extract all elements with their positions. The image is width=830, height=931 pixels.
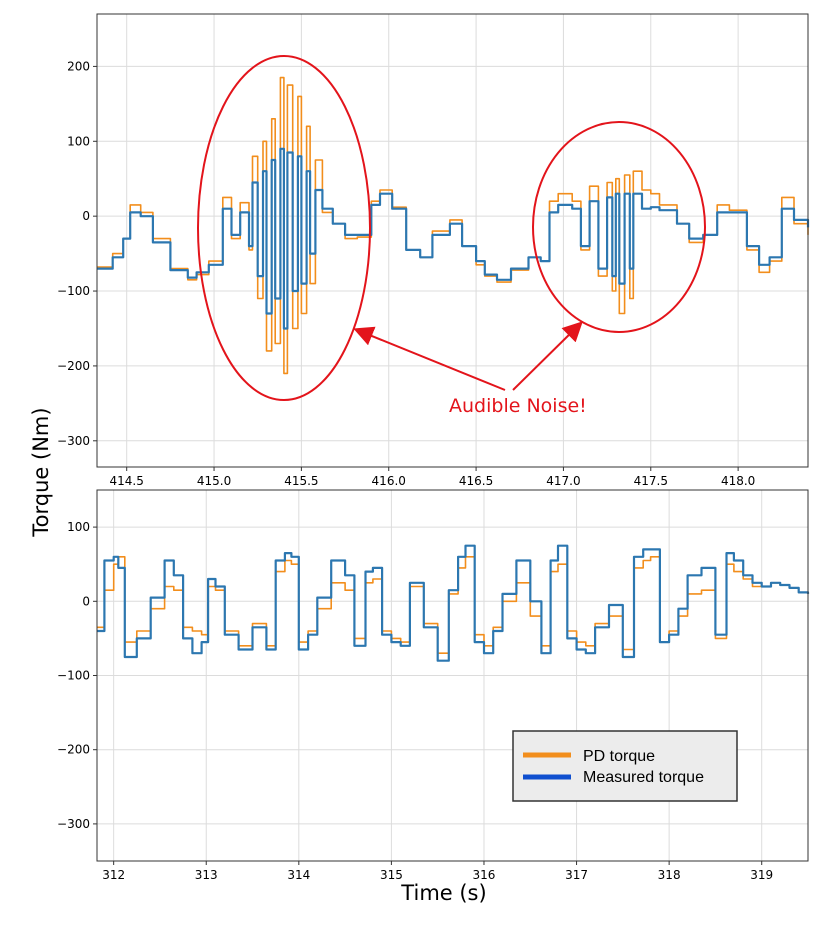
top-xtick-label: 417.5 (634, 474, 668, 488)
top-ytick-label: −200 (57, 359, 90, 373)
top-gridlines (97, 14, 808, 467)
bottom-xtick-label: 314 (287, 868, 310, 882)
top-xtick-label: 414.5 (110, 474, 144, 488)
top-xtick-label: 415.0 (197, 474, 231, 488)
x-axis-title: Time (s) (400, 881, 486, 905)
top-plot-frame (96, 13, 809, 468)
top-ytick-label: −300 (57, 434, 90, 448)
top-ytick-label: 0 (82, 209, 90, 223)
legend-box (512, 730, 738, 802)
legend: PD torque Measured torque (512, 730, 738, 802)
bottom-series-lines (97, 544, 810, 662)
top-ytick-label: 200 (67, 59, 90, 73)
top-xtick-label: 417.0 (546, 474, 580, 488)
annotation-group: Audible Noise! (197, 55, 706, 417)
bottom-xtick-label: 317 (565, 868, 588, 882)
top-series-pd-torque (97, 76, 809, 375)
bottom-y-tick-labels: 100 0 −100 −200 −300 (57, 520, 97, 831)
annotation-ellipse-left (197, 55, 371, 401)
bottom-ytick-label: 100 (67, 520, 90, 534)
bottom-ytick-label: −200 (57, 743, 90, 757)
bottom-xtick-label: 312 (102, 868, 125, 882)
bottom-xtick-label: 315 (380, 868, 403, 882)
y-axis-title: Torque (Nm) (29, 407, 53, 537)
bottom-ytick-label: −300 (57, 817, 90, 831)
top-series-measured-torque (97, 147, 810, 330)
annotation-text: Audible Noise! (449, 395, 587, 417)
top-ytick-label: −100 (57, 284, 90, 298)
top-xtick-label: 416.5 (459, 474, 493, 488)
bottom-ytick-label: 0 (82, 594, 90, 608)
legend-label-measured: Measured torque (583, 769, 704, 786)
top-x-tick-labels: 414.5 415.0 415.5 416.0 416.5 417.0 417.5 418.0 (110, 467, 755, 488)
bottom-xtick-label: 319 (750, 868, 773, 882)
top-xtick-label: 418.0 (721, 474, 755, 488)
top-series-lines (97, 76, 810, 375)
bottom-xtick-label: 316 (473, 868, 496, 882)
bottom-x-tick-labels: 312 313 314 315 316 317 318 319 (102, 861, 773, 882)
bottom-xtick-label: 318 (658, 868, 681, 882)
legend-label-pd: PD torque (583, 748, 655, 765)
bottom-ytick-label: −100 (57, 669, 90, 683)
annotation-arrow-left (353, 326, 506, 391)
top-xtick-label: 415.5 (284, 474, 318, 488)
bottom-xtick-label: 313 (195, 868, 218, 882)
annotation-arrow-right (512, 321, 583, 391)
top-xtick-label: 416.0 (372, 474, 406, 488)
annotation-ellipse-right (532, 121, 706, 333)
bottom-series-measured-torque (97, 544, 810, 662)
bottom-gridlines (97, 490, 808, 861)
top-ytick-label: 100 (67, 134, 90, 148)
top-y-tick-labels: 200 100 0 −100 −200 −300 (57, 59, 97, 448)
